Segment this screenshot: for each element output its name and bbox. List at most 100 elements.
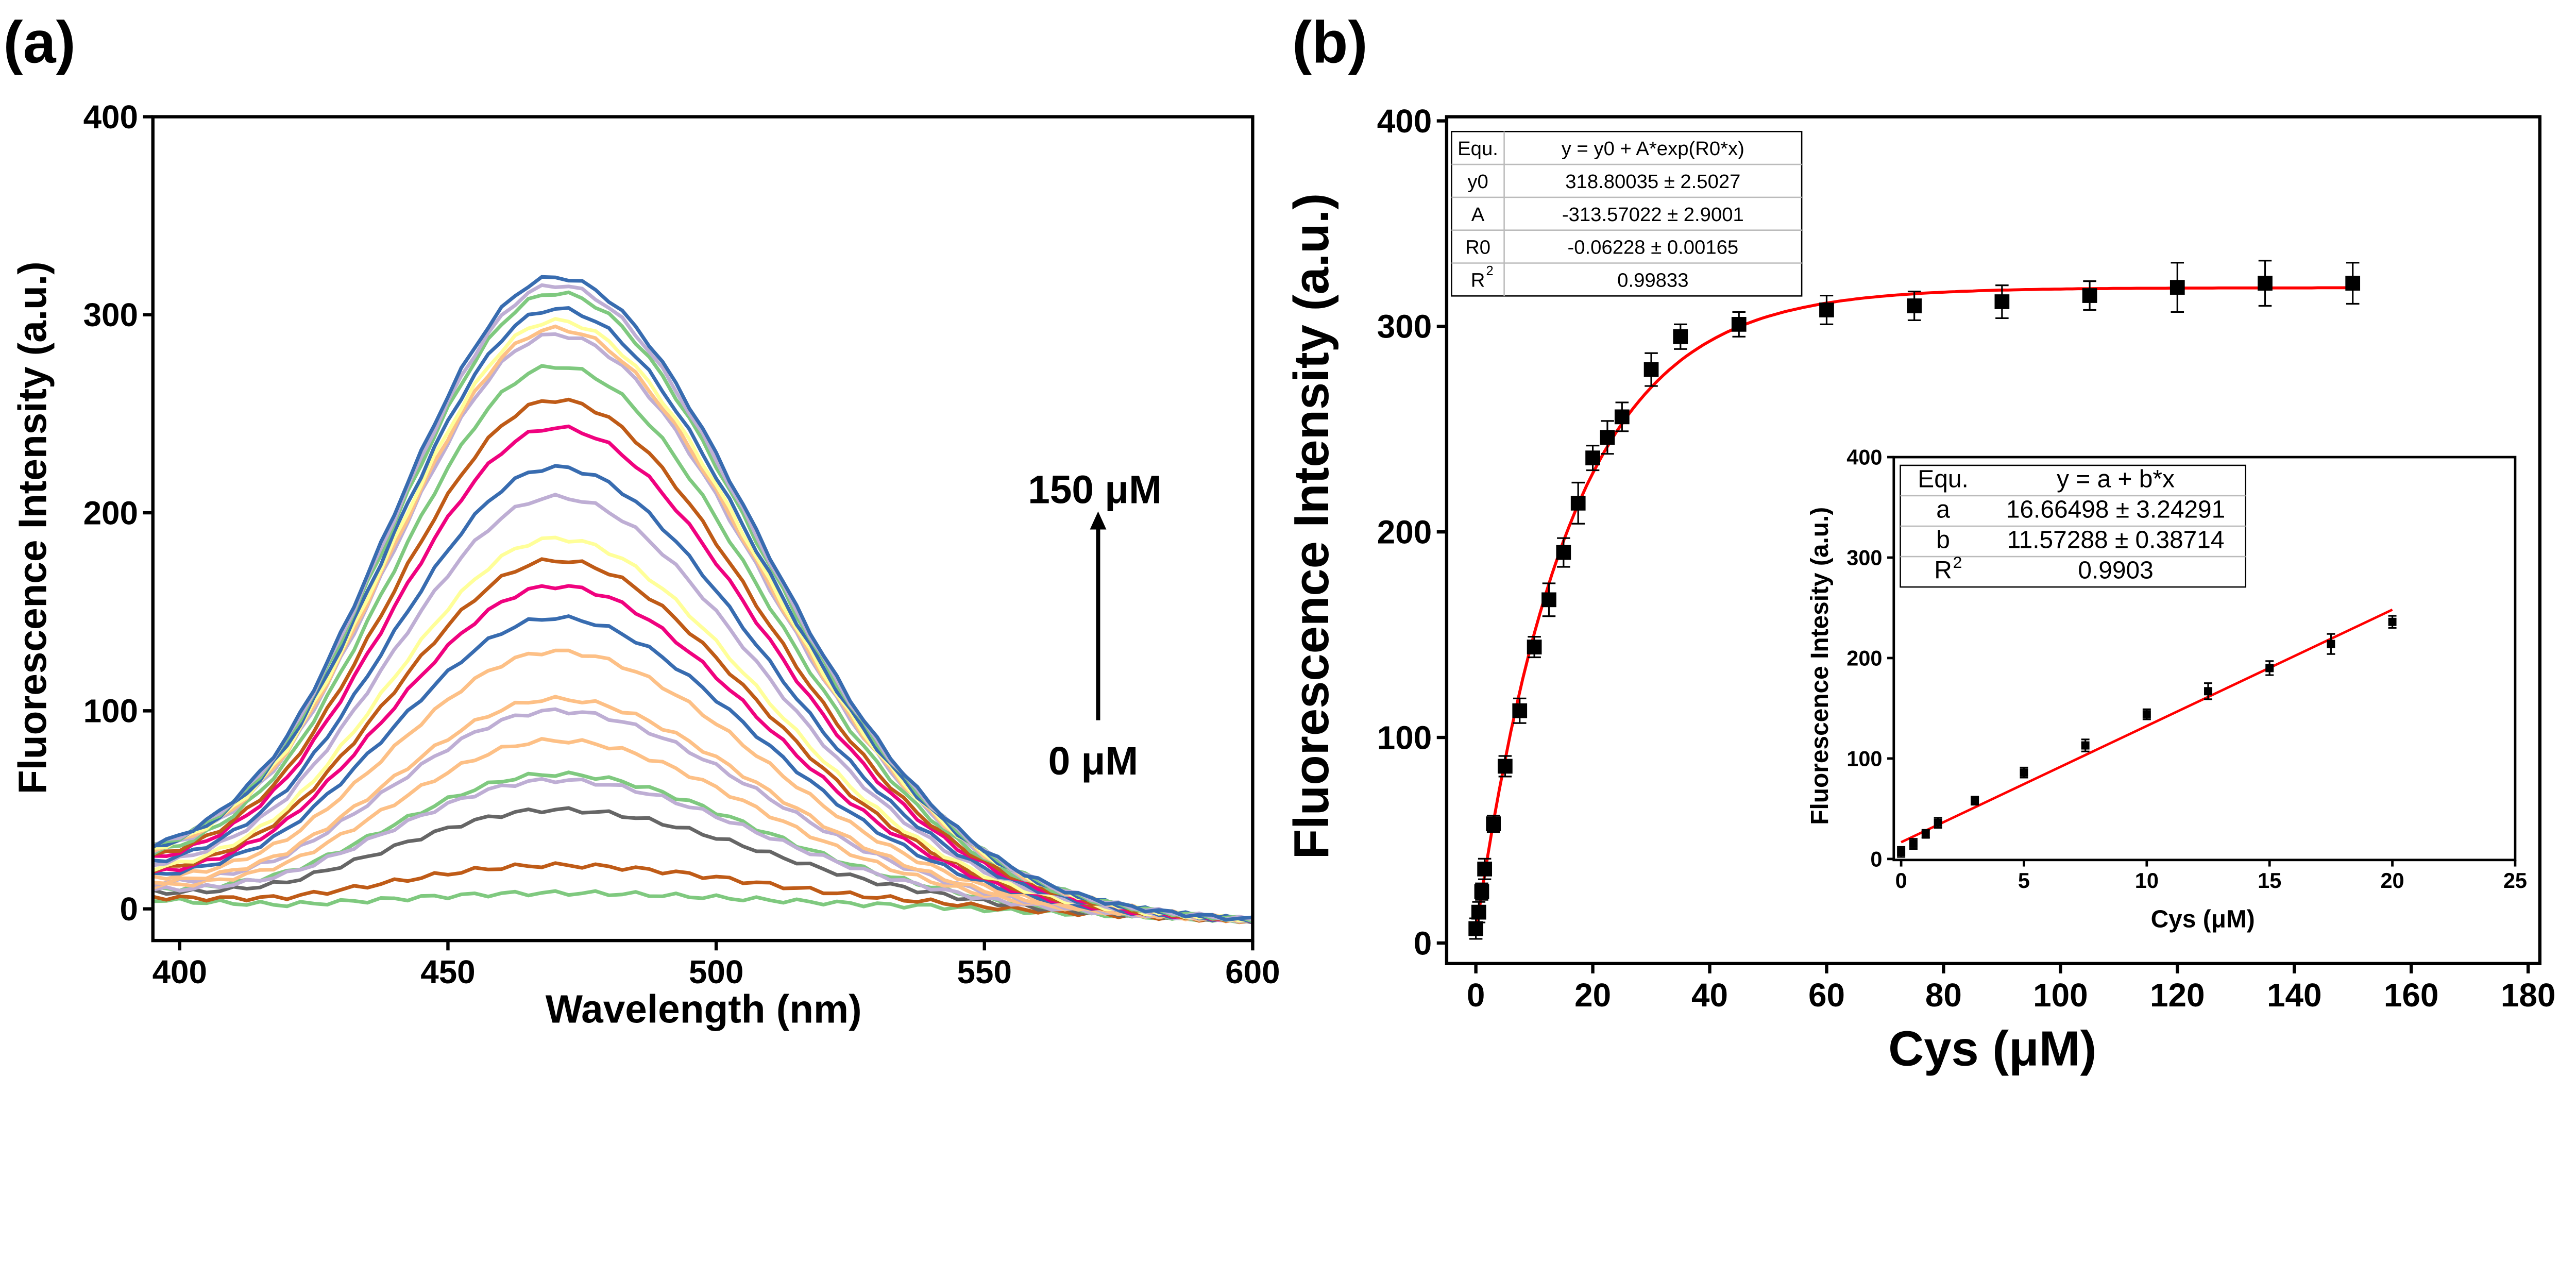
panel-a-x-tick-label: 600 [1225,953,1280,990]
inset-table-value: y = a + b*x [2057,465,2175,493]
panel-b-x-tick-label: 80 [1925,977,1962,1014]
panel-b-x-tick-label: 0 [1467,977,1485,1014]
panel-b-label: (b) [1292,9,1368,75]
inset-data-point [2265,664,2274,672]
inset-y-tick-label: 0 [1870,847,1882,871]
inset-table-param: a [1936,496,1950,524]
annotation-150uM: 150 μM [1028,468,1162,512]
panel-a-y-tick-label: 0 [120,890,138,928]
panel-a-x-title: Wavelength (nm) [546,988,862,1032]
panel-b-x-tick-label: 140 [2267,977,2321,1014]
panel-b-y-tick-label: 300 [1377,308,1432,345]
panel-b-data-point [1673,329,1688,344]
panel-b-frame [1445,115,2541,966]
panel-a-x-tick-label: 450 [420,953,475,990]
panel-a-frame [151,115,1255,943]
panel-b-table-value: 0.99833 [1617,269,1688,291]
panel-b-data-point [1477,861,1493,877]
panel-a-x-tick-label: 400 [152,953,207,990]
panel-b-data-point [2345,276,2361,291]
panel-b-data-point [1994,294,2010,309]
spectrum-line [152,464,1253,923]
panel-b-y-tick-label: 200 [1377,514,1432,551]
panel-b-data-point [1819,302,1834,317]
panel-b-y-tick-label: 0 [1414,924,1432,962]
inset-data-point [1909,839,1918,848]
inset-table-param: b [1936,527,1950,554]
panel-b-x-tick-label: 120 [2150,977,2205,1014]
spectrum-line [152,861,1253,924]
panel-a-x-tick-label: 550 [957,953,1012,990]
inset-y-tick-label: 200 [1846,646,1882,670]
linear-fit-line [1901,608,2393,844]
inset-y-tick-label: 100 [1846,746,1882,770]
panel-b-data-point [1556,545,1571,560]
inset-data-point [2020,768,2028,777]
panel-b-table-value: 318.80035 ± 2.5027 [1565,171,1740,193]
panel-b-x-tick-label: 100 [2033,977,2088,1014]
inset-x-title: Cys (μM) [2151,906,2255,933]
spectrum-line [152,493,1253,923]
inset-data-point [1971,796,1979,805]
panel-b-table-value: y = y0 + A*exp(R0*x) [1562,138,1744,160]
inset-data-point [2388,617,2397,626]
panel-b-data-point [1512,703,1528,718]
panel-b-y-tick-label: 400 [1377,103,1432,140]
inset-table-r2-superscript: 2 [1953,553,1962,571]
panel-b-data-point [1471,904,1486,920]
panel-b-x-tick-label: 60 [1808,977,1845,1014]
panel-b-x-title: Cys (μM) [1888,1021,2096,1077]
panel-b-table-param: R0 [1465,237,1490,259]
panel-b-data-point [1570,496,1586,511]
panel-a-y-tick-label: 100 [83,693,138,730]
inset-data-point [2142,710,2151,719]
panel-b-table-param: y0 [1467,171,1488,193]
panel-a-label: (a) [3,9,75,75]
arrow-head [1090,511,1107,530]
panel-b-table-param: Equ. [1458,138,1498,160]
panel-b-x-tick-label: 20 [1574,977,1611,1014]
panel-b-data-point [2082,288,2097,303]
inset-table-value: 0.9903 [2078,557,2153,584]
inset-y-title: Fluorescence Intesity (a.u.) [1806,507,1834,825]
inset-table-value: 16.66498 ± 3.24291 [2006,496,2225,524]
panel-b-data-point [2258,276,2273,291]
inset-x-tick-label: 20 [2380,868,2404,893]
panel-a-plot-area [152,116,1253,941]
inset-x-tick-label: 5 [2018,868,2030,893]
panel-b-fit-table [1451,130,1803,297]
inset-table-param: Equ. [1918,465,1968,493]
panel-b-data-point [1498,759,1513,774]
inset-data-point [1921,830,1930,838]
inset-data-point [1934,818,1942,827]
panel-b-y-tick-label: 100 [1377,719,1432,756]
panel-b-data-point [1600,430,1615,445]
panel-a-x-tick-label: 500 [689,953,743,990]
panel-b-data-point [1907,298,1922,313]
panel-b-data-point [1527,640,1542,654]
inset-x-tick-label: 15 [2258,868,2281,893]
panel-b-data-point [1731,317,1747,332]
panel-b-x-tick-label: 40 [1691,977,1728,1014]
inset-data-point [2204,687,2212,696]
panel-a-y-tick-label: 300 [83,296,138,333]
inset-data-point [1897,848,1906,856]
panel-b-table-param: R [1471,269,1485,291]
panel-a-y-tick-label: 200 [83,494,138,531]
inset-plot: 0 5 10 15 20 25 0 100 200 300 400 Equ. y = a + b*x a 1… [1846,445,2527,893]
annotation-0uM: 0 μM [1048,739,1138,783]
panel-b-y-title: Fluorescence Intensity (a.u.) [1284,193,1339,860]
inset-y-tick-label: 400 [1846,445,1882,469]
inset-table-value: 11.57288 ± 0.38714 [2007,527,2225,554]
inset-data-point [2081,741,2090,750]
panel-b-table-value: -0.06228 ± 0.00165 [1568,237,1739,259]
inset-data-point [2327,640,2335,648]
panel-b-data-point [1643,362,1659,377]
inset-table-param: R [1934,557,1952,584]
spectrum-line [152,648,1253,924]
panel-b-data-point [2170,280,2185,295]
panel-b-x-tick-label: 160 [2384,977,2438,1014]
panel-a-y-title: Fluorescence Intensity (a.u.) [11,261,55,794]
panel-a-y-tick-label: 400 [83,98,138,136]
